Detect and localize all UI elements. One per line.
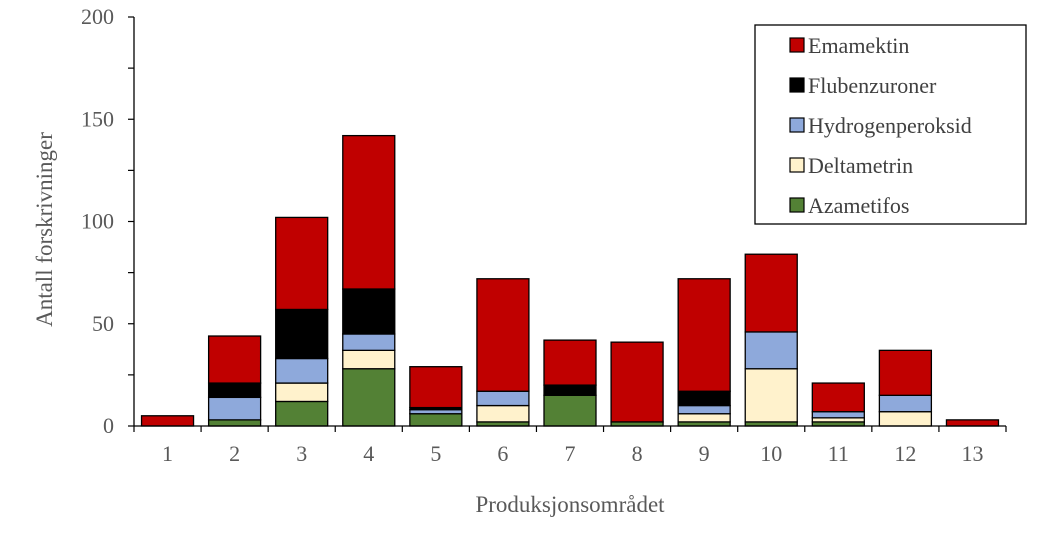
bar-emamektin-area-13 xyxy=(945,419,1000,427)
bar-hydrogenperoksid-area-4 xyxy=(342,333,396,351)
legend-swatch-azametifos xyxy=(789,197,805,213)
x-tick-label: 11 xyxy=(828,441,849,466)
bar-emamektin-area-8 xyxy=(610,341,664,423)
bar-deltametrin-area-6 xyxy=(476,404,530,423)
y-tick-label: 50 xyxy=(92,311,114,336)
bar-emamektin-area-5 xyxy=(409,366,463,409)
x-tick-label: 4 xyxy=(363,441,374,466)
bar-hydrogenperoksid-area-3 xyxy=(275,357,329,384)
y-tick-label: 200 xyxy=(81,4,114,29)
bar-flubenzuroner-area-4 xyxy=(342,288,396,335)
bar-emamektin-area-11 xyxy=(811,382,865,413)
x-tick-label: 3 xyxy=(296,441,307,466)
bar-series-group xyxy=(140,134,1000,427)
legend-swatch-hydrogenperoksid xyxy=(789,117,805,133)
bar-flubenzuroner-area-7 xyxy=(543,384,597,396)
x-axis-title: Produksjonsområdet xyxy=(475,492,665,517)
x-tick-label: 8 xyxy=(632,441,643,466)
bar-deltametrin-area-3 xyxy=(275,382,329,403)
x-tick-label: 6 xyxy=(497,441,508,466)
bar-azametifos-area-3 xyxy=(275,400,329,427)
y-axis-title: Antall forskrivninger xyxy=(32,132,57,327)
x-tick-label: 5 xyxy=(430,441,441,466)
bar-deltametrin-area-10 xyxy=(744,368,798,423)
bar-emamektin-area-9 xyxy=(677,278,731,392)
legend-label-azametifos: Azametifos xyxy=(808,193,909,218)
x-tick-label: 10 xyxy=(760,441,782,466)
bar-hydrogenperoksid-area-2 xyxy=(207,396,262,421)
legend-swatch-flubenzuroner xyxy=(789,77,805,93)
bar-azametifos-area-4 xyxy=(342,368,396,427)
x-tick-label: 1 xyxy=(162,441,173,466)
bar-deltametrin-area-9 xyxy=(677,413,731,423)
legend-label-emamektin: Emamektin xyxy=(808,33,909,58)
legend-swatch-emamektin xyxy=(789,37,805,53)
x-tick-label: 13 xyxy=(961,441,983,466)
bar-azametifos-area-2 xyxy=(207,419,262,427)
bar-flubenzuroner-area-9 xyxy=(677,390,731,407)
legend-label-flubenzuroner: Flubenzuroner xyxy=(808,73,937,98)
y-tick-label: 100 xyxy=(81,209,114,234)
x-tick-label: 9 xyxy=(699,441,710,466)
x-tick-label: 12 xyxy=(894,441,916,466)
bar-emamektin-area-3 xyxy=(275,216,329,311)
legend-swatch-deltametrin xyxy=(789,157,805,173)
y-tick-label: 150 xyxy=(81,106,114,131)
bar-deltametrin-area-12 xyxy=(878,411,933,427)
bar-hydrogenperoksid-area-10 xyxy=(744,331,798,370)
bar-emamektin-area-2 xyxy=(207,335,262,384)
bar-emamektin-area-10 xyxy=(744,253,798,333)
bar-emamektin-area-4 xyxy=(342,134,396,290)
legend-label-hydrogenperoksid: Hydrogenperoksid xyxy=(808,113,972,138)
bar-emamektin-area-1 xyxy=(140,415,195,427)
bar-flubenzuroner-area-3 xyxy=(275,308,329,360)
legend: Emamektin Flubenzuroner Hydrogenperoksid De… xyxy=(754,24,1027,225)
bar-azametifos-area-5 xyxy=(409,413,463,427)
x-tick-label: 7 xyxy=(565,441,576,466)
x-tick-label: 2 xyxy=(229,441,240,466)
bar-hydrogenperoksid-area-11 xyxy=(811,411,865,419)
legend-label-deltametrin: Deltametrin xyxy=(808,153,913,178)
bar-emamektin-area-7 xyxy=(543,339,597,386)
bar-azametifos-area-7 xyxy=(543,394,597,427)
bar-flubenzuroner-area-2 xyxy=(207,382,262,399)
bar-hydrogenperoksid-area-6 xyxy=(476,390,530,407)
bar-hydrogenperoksid-area-12 xyxy=(878,394,933,413)
y-tick-label: 0 xyxy=(103,413,114,438)
bar-emamektin-area-6 xyxy=(476,278,530,392)
bar-deltametrin-area-4 xyxy=(342,349,396,370)
bar-hydrogenperoksid-area-9 xyxy=(677,404,731,415)
bar-emamektin-area-12 xyxy=(878,349,933,396)
